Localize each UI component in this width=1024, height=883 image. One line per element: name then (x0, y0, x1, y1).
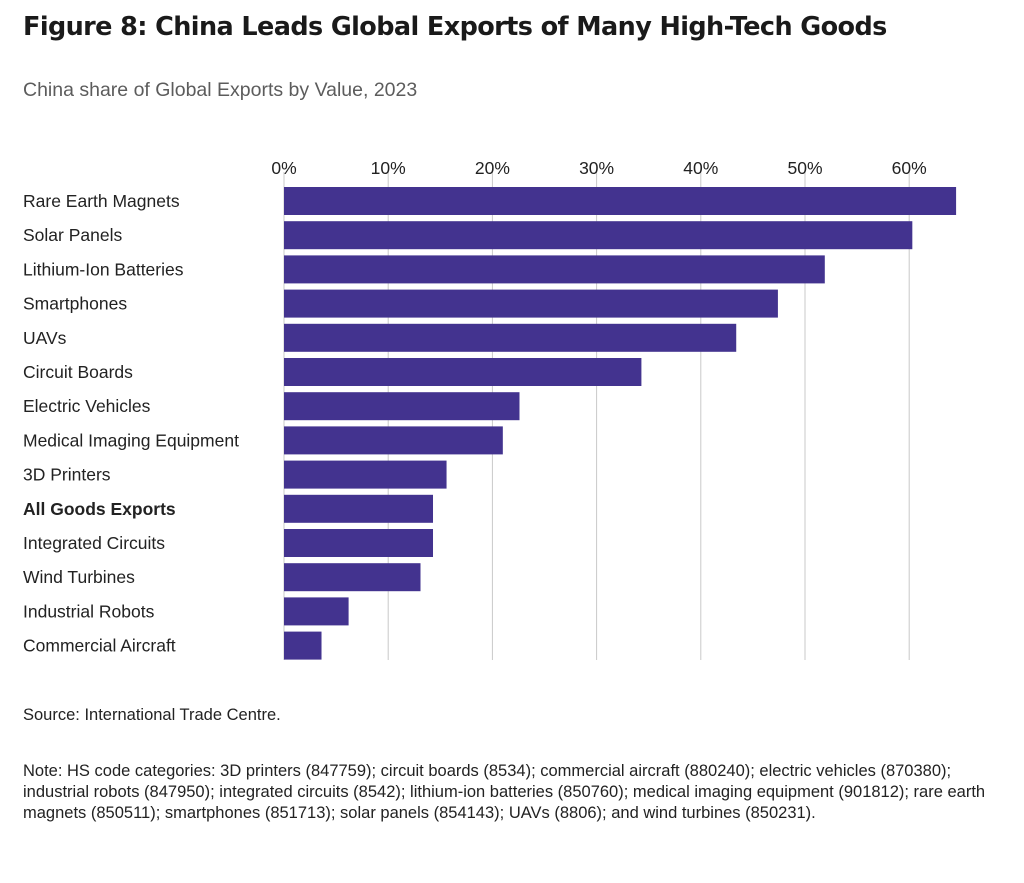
bar (284, 460, 447, 489)
x-tick-label: 20% (475, 158, 510, 178)
bars (284, 187, 957, 660)
category-label: Commercial Aircraft (23, 636, 176, 656)
bar (284, 494, 434, 523)
category-label: UAVs (23, 328, 67, 348)
x-tick-label: 40% (683, 158, 718, 178)
chart-subtitle: China share of Global Exports by Value, … (23, 79, 418, 101)
category-label: Medical Imaging Equipment (23, 430, 239, 450)
category-label: Lithium-Ion Batteries (23, 259, 184, 279)
bar (284, 529, 434, 557)
category-label: Rare Earth Magnets (23, 191, 180, 211)
chart-title: Figure 8: China Leads Global Exports of … (23, 12, 887, 42)
category-label: Industrial Robots (23, 601, 155, 621)
bar (284, 221, 913, 250)
bar (284, 323, 737, 352)
bar (284, 392, 520, 421)
category-label: Wind Turbines (23, 567, 135, 587)
bar (284, 631, 322, 660)
category-label: All Goods Exports (23, 499, 176, 519)
bar (284, 289, 778, 318)
source-note: Source: International Trade Centre. (23, 706, 281, 724)
category-label: Electric Vehicles (23, 396, 151, 416)
bar (284, 597, 349, 626)
bar (284, 187, 957, 215)
x-tick-label: 0% (271, 158, 296, 178)
category-label: Solar Panels (23, 225, 122, 245)
x-tick-label: 10% (371, 158, 406, 178)
x-tick-label: 30% (579, 158, 614, 178)
category-label: Integrated Circuits (23, 533, 165, 553)
x-tick-label: 60% (892, 158, 927, 178)
bar (284, 426, 503, 455)
bar (284, 255, 825, 284)
category-labels: Rare Earth Magnets Solar Panels Lithium-Io… (23, 191, 239, 656)
category-label: Circuit Boards (23, 362, 133, 382)
bar (284, 358, 642, 386)
x-tick-label: 50% (787, 158, 822, 178)
category-label: Smartphones (23, 294, 127, 314)
footnote: Note: HS code categories: 3D printers (8… (23, 762, 986, 822)
bar (284, 563, 421, 592)
bar-chart: 0% 10% 20% 30% 40% 50% 60% Rare Earth Magnets S… (23, 158, 957, 660)
x-axis-ticks: 0% 10% 20% 30% 40% 50% 60% (271, 158, 926, 178)
category-label: 3D Printers (23, 465, 111, 485)
